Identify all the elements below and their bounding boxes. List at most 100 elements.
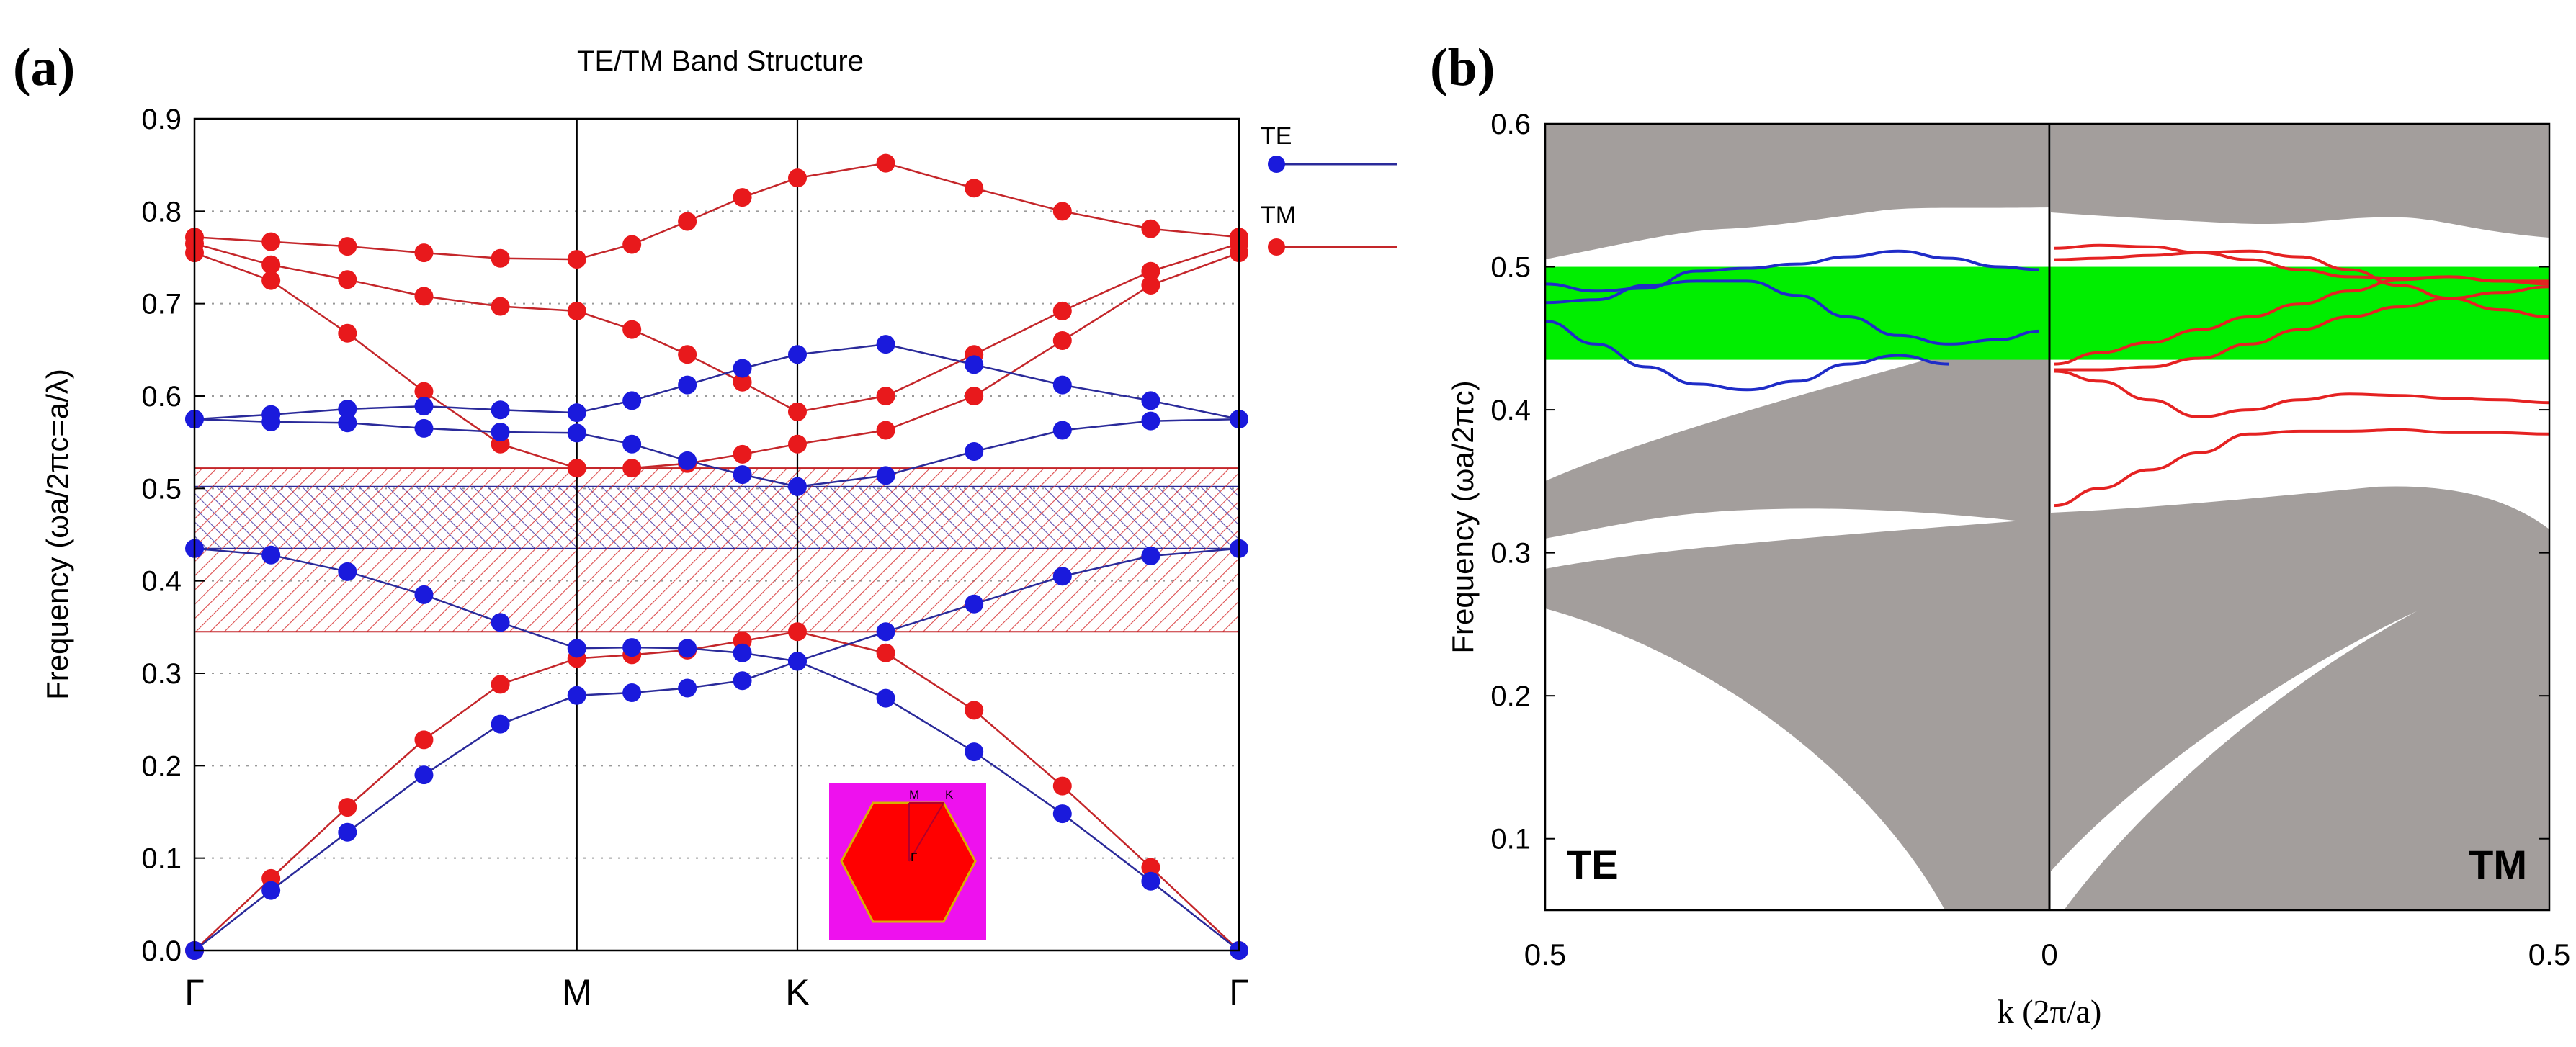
legend-te-marker	[1268, 156, 1285, 173]
chart-b-y-axis-label: Frequency (ωa/2πc)	[1446, 380, 1480, 653]
data-point-te	[876, 466, 895, 485]
data-point-te	[261, 881, 281, 900]
data-point-tm	[733, 372, 752, 392]
data-point-tm	[787, 434, 807, 454]
series-line-tm-band-1	[194, 631, 1239, 951]
x-tick-label: M	[562, 972, 592, 1012]
legend-tm-label: TM	[1261, 202, 1296, 229]
chart-a-bandgaps	[194, 467, 1240, 633]
data-point-te	[261, 545, 281, 565]
y-tick-label: 0.4	[1490, 395, 1531, 426]
data-point-tm	[1052, 202, 1072, 221]
te-mode-curve-2	[1544, 279, 2040, 346]
y-tick-label: 0.6	[1490, 109, 1531, 140]
legend-te-label: TE	[1261, 122, 1292, 150]
data-point-te	[678, 678, 697, 698]
data-point-tm	[1141, 219, 1160, 238]
y-tick-label: 0.4	[141, 566, 182, 598]
x-tick-label: K	[785, 972, 809, 1012]
y-tick-label: 0.6	[141, 381, 182, 413]
data-point-te	[567, 403, 586, 423]
data-point-tm	[261, 255, 281, 274]
inset-label-m: M	[909, 788, 919, 801]
data-point-te	[1141, 411, 1160, 431]
data-point-tm	[491, 297, 510, 316]
y-tick-label: 0.5	[141, 473, 182, 505]
data-point-tm	[1141, 261, 1160, 281]
brillouin-zone-inset: M K Γ	[829, 783, 986, 940]
data-point-tm	[414, 243, 434, 263]
data-point-tm	[678, 345, 697, 364]
data-point-tm	[965, 387, 984, 405]
chart-b-x-axis-label: k (2π/a)	[1998, 993, 2102, 1030]
data-point-tm	[261, 232, 281, 251]
chart-b-x-ticks: 0.5 0 0.5	[1524, 938, 2570, 971]
data-point-tm	[414, 382, 434, 401]
data-point-te	[622, 434, 642, 454]
panel-b-label: (b)	[1430, 38, 1495, 97]
data-point-tm	[1052, 331, 1072, 350]
chart-b-plot-area	[1544, 122, 2551, 912]
chart-a-y-axis-label: Frequency (ωa/2πc=a/λ)	[40, 369, 74, 700]
chart-b-frame	[1544, 122, 2551, 912]
y-tick-label: 0.3	[141, 658, 182, 690]
data-point-tm	[678, 212, 697, 231]
data-point-tm	[1141, 858, 1160, 877]
data-point-tm	[622, 320, 642, 339]
data-point-tm	[1052, 776, 1072, 796]
data-point-tm	[567, 459, 586, 478]
data-point-tm	[965, 701, 984, 720]
data-point-te	[678, 451, 697, 470]
data-point-te	[414, 765, 434, 785]
data-point-te	[876, 335, 895, 354]
data-point-tm	[876, 153, 895, 173]
x-tick-label: Γ	[1229, 972, 1249, 1012]
data-point-te	[678, 375, 697, 395]
data-point-te	[1052, 375, 1072, 395]
data-point-te	[338, 399, 357, 418]
data-point-tm	[876, 387, 895, 405]
chart-a-frame	[193, 117, 1240, 952]
chart-b-mode-curves	[1544, 243, 2550, 508]
data-point-te	[491, 613, 510, 632]
data-point-tm	[787, 168, 807, 188]
data-point-te	[567, 639, 586, 658]
data-point-te	[622, 683, 642, 702]
y-tick-label: 0.1	[1490, 824, 1531, 855]
data-point-te	[491, 423, 510, 442]
data-point-te	[787, 652, 807, 671]
data-point-tm	[338, 798, 357, 817]
data-point-te	[261, 405, 281, 424]
data-point-tm	[733, 444, 752, 464]
y-tick-label: 0.2	[1490, 680, 1531, 712]
tm-lower-band	[2051, 486, 2549, 910]
data-point-tm	[261, 271, 281, 290]
data-point-te	[678, 639, 697, 658]
te-mode-curve-3	[1544, 320, 1949, 392]
data-point-te	[622, 638, 642, 657]
legend-tm-marker	[1268, 238, 1285, 256]
data-point-tm	[338, 270, 357, 289]
chart-b-tm-label: TM	[2469, 842, 2527, 887]
chart-b-y-ticks: 0.1 0.2 0.3 0.4 0.5 0.6	[1490, 109, 2549, 855]
data-point-te	[414, 397, 434, 416]
data-point-te	[338, 562, 357, 581]
y-tick-label: 0.1	[141, 843, 182, 875]
data-point-te	[876, 622, 895, 642]
data-point-tm	[876, 421, 895, 440]
data-point-te	[733, 465, 752, 485]
data-point-te	[1052, 804, 1072, 824]
x-tick-label: 0	[2041, 938, 2057, 971]
te-projected-bands	[1545, 124, 2049, 910]
chart-b-te-label: TE	[1567, 842, 1619, 887]
data-point-te	[733, 359, 752, 378]
te-middle-band	[1545, 333, 2049, 539]
tm-mode-curve-2	[2054, 249, 2550, 318]
y-tick-label: 0.7	[141, 289, 182, 320]
x-tick-label: 0.5	[1524, 938, 1566, 971]
tm-projected-bands	[2051, 124, 2549, 910]
y-tick-label: 0.8	[141, 196, 182, 228]
bandgap-tm	[194, 467, 1240, 633]
data-point-te	[787, 477, 807, 496]
x-tick-label: 0.5	[2528, 938, 2570, 971]
